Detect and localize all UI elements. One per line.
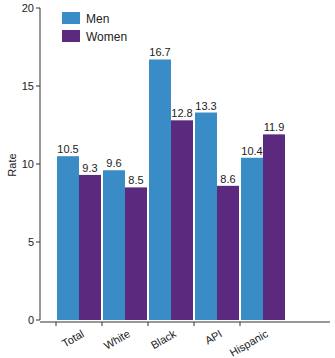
chart-svg: 10.5 9.3 9.6 8.5 16.7 12.813.3 8.6 10.411.9 0 5 10… (0, 0, 335, 358)
bar (57, 156, 79, 320)
bar (241, 158, 263, 320)
x-tick (194, 322, 195, 326)
data-label: 9.3 (82, 162, 97, 174)
bar (103, 170, 125, 320)
y-tick (36, 242, 40, 243)
y-tick (36, 164, 40, 165)
y-tick-label: 5 (28, 236, 34, 248)
y-tick (36, 86, 40, 87)
bar (125, 187, 147, 320)
data-label: 10.5 (57, 143, 78, 155)
data-label: 11.9 (264, 121, 285, 133)
legend-label: Women (86, 30, 127, 44)
data-label: 13.3 (195, 100, 216, 112)
y-tick-label: 0 (28, 314, 34, 326)
data-label: 8.5 (128, 174, 143, 186)
x-tick (56, 322, 57, 326)
y-tick-label: 15 (22, 80, 34, 92)
bar (171, 120, 193, 320)
bar (263, 134, 285, 320)
x-tick-label: Total (60, 327, 86, 349)
x-tick (240, 322, 241, 326)
bar (79, 175, 101, 320)
bar (195, 113, 217, 320)
x-tick-label: Black (149, 327, 179, 351)
y-axis-label: Rate (6, 153, 18, 176)
x-tick (148, 322, 149, 326)
x-axis-line (40, 322, 330, 323)
x-tick-label: White (102, 327, 132, 351)
legend-swatch (62, 12, 80, 24)
y-tick-label: 10 (22, 158, 34, 170)
x-tick-label: Hispanic (227, 327, 270, 358)
data-label: 8.6 (220, 173, 235, 185)
legend-label: Men (86, 12, 109, 26)
data-label: 12.8 (171, 107, 192, 119)
bar (149, 59, 171, 320)
y-tick (36, 8, 40, 9)
y-tick (36, 320, 40, 321)
data-label: 9.6 (106, 157, 121, 169)
legend-swatch (62, 30, 80, 42)
chart-container: 10.5 9.3 9.6 8.5 16.7 12.813.3 8.6 10.411.9 0 5 10… (0, 0, 335, 358)
x-tick-label: API (203, 327, 224, 346)
data-label: 16.7 (149, 46, 170, 58)
data-label: 10.4 (241, 145, 262, 157)
bars (57, 59, 285, 320)
y-tick-label: 20 (22, 2, 34, 14)
bar (217, 186, 239, 320)
x-tick (102, 322, 103, 326)
